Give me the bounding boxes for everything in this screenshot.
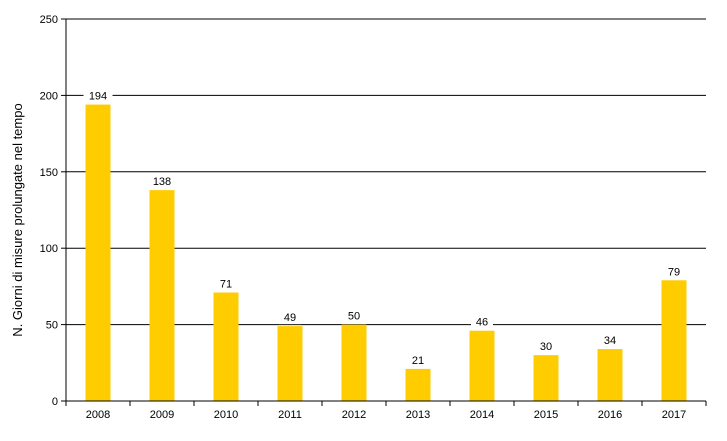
y-axis-title: N. Giorni di misure prolungate nel tempo (10, 103, 25, 336)
bar-2008 (85, 104, 111, 402)
y-tick-label-0: 0 (52, 396, 58, 408)
bar-2012 (341, 324, 367, 401)
data-label-2015: 30 (540, 341, 552, 353)
x-tick-label-2009: 2009 (150, 409, 174, 421)
y-tick-label-50: 50 (46, 320, 58, 332)
data-label-bg-2008 (83, 88, 113, 103)
y-tick-label-250: 250 (40, 14, 58, 26)
data-label-2012: 50 (348, 311, 360, 323)
data-label-2009: 138 (153, 176, 171, 188)
x-tick-label-2012: 2012 (342, 409, 366, 421)
bar-2017 (661, 280, 687, 401)
data-label-2010: 71 (220, 279, 232, 291)
x-tick-label-2008: 2008 (86, 409, 110, 421)
bars (85, 104, 687, 402)
x-tick-label-2016: 2016 (598, 409, 622, 421)
x-tick-label-2011: 2011 (278, 409, 302, 421)
data-label-2013: 21 (412, 355, 424, 367)
bar-2014 (469, 330, 495, 401)
data-label-2011: 49 (284, 312, 296, 324)
data-label-2016: 34 (604, 335, 616, 347)
x-tick-label-2015: 2015 (534, 409, 558, 421)
axes (61, 18, 707, 406)
data-label-bg-2015 (535, 339, 557, 354)
data-label-bg-2013 (407, 352, 429, 367)
y-tick-label-200: 200 (40, 90, 58, 102)
x-tick-label-2013: 2013 (406, 409, 430, 421)
x-tick-label-2014: 2014 (470, 409, 494, 421)
bar-2015 (533, 355, 559, 401)
data-label-bg-2016 (599, 333, 621, 348)
data-label-2008: 194 (89, 91, 107, 103)
bar-2009 (149, 190, 175, 401)
bar-2010 (213, 292, 239, 401)
data-label-bg-2012 (343, 308, 365, 323)
x-tick-label-2017: 2017 (662, 409, 686, 421)
data-label-bg-2011 (279, 310, 301, 325)
y-tick-label-150: 150 (40, 167, 58, 179)
data-label-bg-2017 (663, 264, 685, 279)
data-label-bg-2009 (147, 174, 177, 189)
data-label-2017: 79 (668, 266, 680, 278)
data-label-bg-2010 (215, 276, 237, 291)
bar-2016 (597, 349, 623, 401)
bar-2013 (405, 368, 431, 401)
labels: 0 50 100 150 200 250 194 2008 138 2009 71 2010 49 201… (40, 14, 687, 421)
y-tick-label-100: 100 (40, 243, 58, 255)
data-label-bg-2014 (471, 314, 493, 329)
bar-2011 (277, 326, 303, 401)
data-label-2014: 46 (476, 317, 488, 329)
x-tick-label-2010: 2010 (214, 409, 238, 421)
